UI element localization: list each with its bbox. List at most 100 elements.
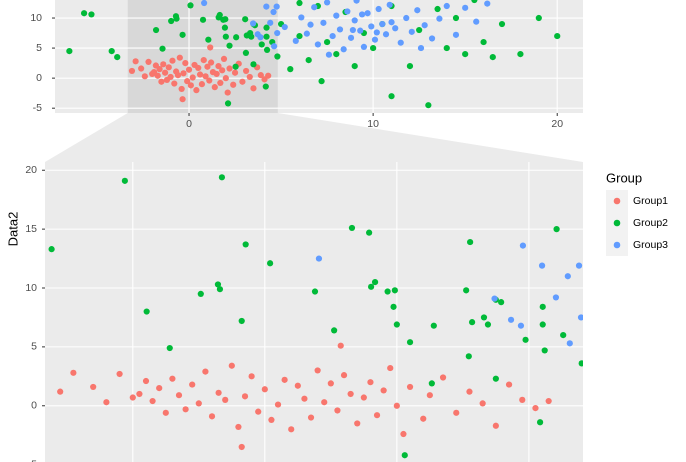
point — [171, 80, 178, 87]
point — [66, 47, 73, 55]
point — [296, 0, 303, 7]
point — [274, 401, 282, 408]
point — [250, 85, 257, 92]
point — [187, 2, 194, 9]
point — [384, 288, 391, 295]
x-tick-label: 10 — [367, 118, 379, 130]
point — [294, 382, 301, 389]
point — [169, 57, 176, 64]
x-tick-label: 20 — [551, 118, 563, 130]
point — [329, 32, 336, 40]
point — [187, 82, 194, 89]
legend-marker — [613, 197, 621, 205]
point — [128, 67, 136, 75]
point — [218, 174, 226, 181]
point — [327, 380, 334, 387]
point — [368, 23, 375, 30]
point — [541, 347, 548, 354]
point — [214, 281, 222, 288]
legend-marker — [613, 241, 621, 249]
point — [577, 314, 583, 321]
point — [375, 5, 382, 13]
point — [213, 70, 220, 78]
point — [553, 226, 560, 233]
point — [226, 42, 233, 49]
point — [136, 390, 143, 398]
point — [129, 394, 136, 401]
point — [273, 3, 280, 10]
point — [428, 35, 436, 42]
point — [408, 28, 415, 35]
point — [425, 102, 432, 109]
point — [468, 319, 476, 326]
point — [156, 385, 163, 392]
point — [443, 2, 450, 10]
point — [88, 11, 95, 18]
point — [336, 26, 344, 33]
point — [242, 49, 250, 56]
point — [334, 407, 341, 414]
point — [303, 30, 310, 37]
point — [239, 78, 246, 85]
point — [193, 87, 200, 94]
point — [154, 72, 161, 79]
point — [484, 0, 491, 7]
point — [208, 59, 215, 66]
point — [211, 84, 218, 91]
legend-marker — [613, 219, 621, 227]
point — [220, 55, 228, 63]
point — [233, 34, 240, 41]
point — [386, 1, 393, 8]
point — [320, 19, 327, 26]
point — [321, 399, 328, 406]
point — [90, 383, 97, 391]
point — [167, 73, 174, 81]
point — [145, 58, 152, 66]
point — [196, 71, 204, 78]
point — [535, 14, 542, 22]
point — [215, 63, 222, 70]
point — [331, 327, 338, 334]
point — [426, 392, 433, 399]
point — [560, 332, 567, 339]
point — [222, 33, 229, 40]
point — [406, 383, 414, 391]
point — [406, 339, 414, 346]
point — [360, 394, 367, 401]
point — [267, 19, 274, 26]
point — [268, 416, 275, 423]
point — [242, 16, 249, 23]
point — [242, 241, 249, 248]
point — [132, 58, 139, 65]
point — [392, 25, 399, 32]
point — [281, 23, 288, 31]
panel — [45, 162, 583, 462]
point — [138, 65, 145, 72]
point — [453, 409, 460, 416]
legend-label: Group2 — [633, 217, 668, 229]
point — [545, 397, 552, 405]
point — [116, 370, 123, 378]
point — [519, 242, 527, 249]
point — [539, 321, 546, 328]
point — [305, 57, 312, 64]
point — [538, 262, 546, 269]
point — [452, 14, 460, 22]
point — [265, 72, 272, 79]
point — [262, 83, 269, 90]
point — [103, 399, 110, 406]
point — [351, 17, 358, 24]
point — [199, 16, 207, 23]
y-tick-label: 0 — [36, 72, 42, 84]
point — [274, 53, 281, 60]
point — [519, 396, 526, 403]
point — [185, 66, 193, 73]
point — [347, 390, 354, 398]
point — [202, 73, 209, 80]
point — [489, 54, 496, 61]
point — [263, 24, 270, 31]
point — [241, 393, 249, 400]
point — [428, 380, 435, 387]
point — [238, 317, 245, 325]
point — [162, 409, 169, 416]
